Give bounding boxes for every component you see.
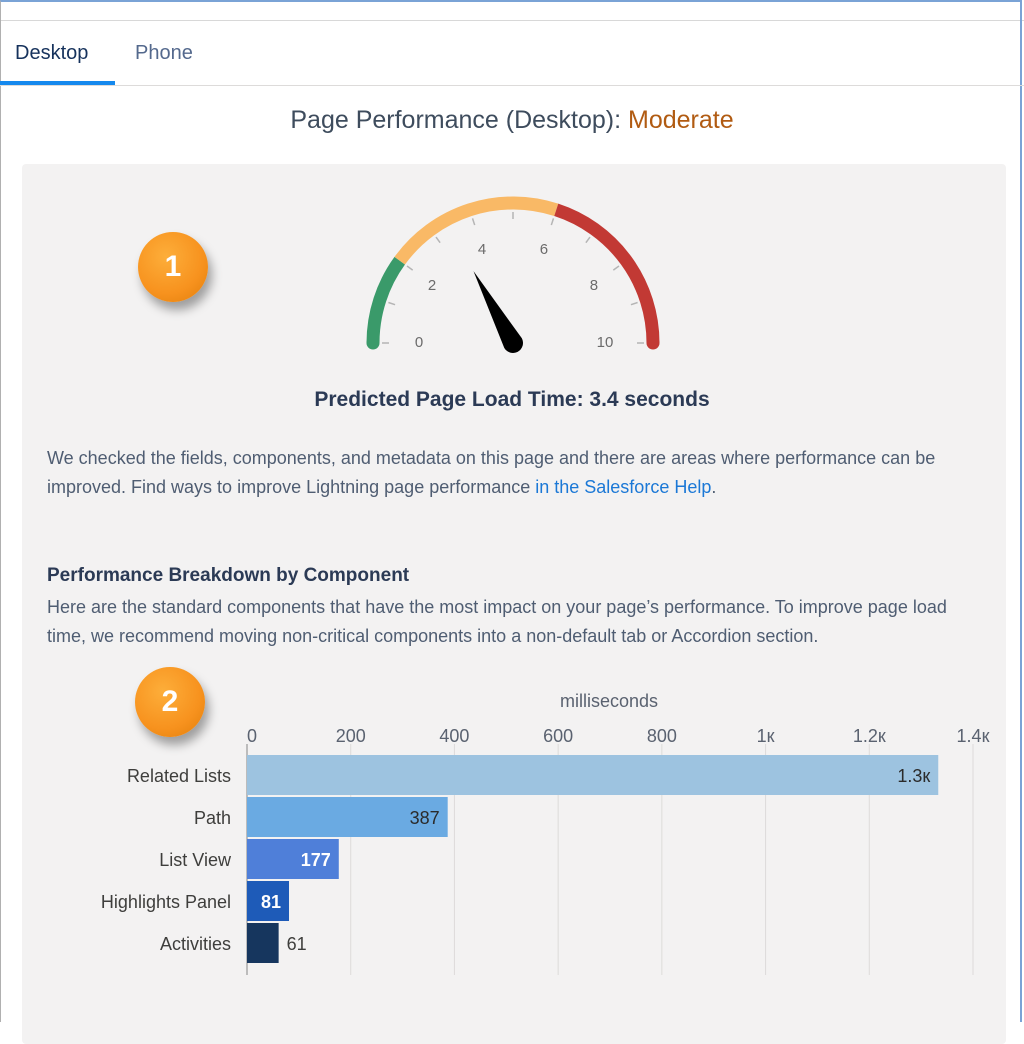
chart-data-labels: 1.3к 387 177 81 61 [261,766,930,954]
breakdown-heading: Performance Breakdown by Component [47,565,410,586]
chart-x-tick-label: 1.4к [957,726,990,746]
load-time-gauge: 0 2 4 6 8 10 [366,196,660,353]
chart-category-label: Activities [160,934,231,954]
gauge-tick [435,236,441,244]
panel-frame [0,0,1022,1022]
chart-x-tick-label: 0 [247,726,257,746]
callout-badge-2: 2 [135,667,205,737]
gauge-tick [388,301,396,306]
gauge-tick-label: 0 [415,334,423,351]
gauge-tick-label: 10 [597,334,614,351]
chart-data-label: 61 [287,934,307,954]
tab-desktop[interactable]: Desktop [15,42,89,64]
gauge-band-2 [554,203,660,344]
performance-panel [22,164,1006,1044]
chart-category-label: Highlights Panel [101,892,231,912]
intro-end: . [711,477,717,497]
gauge-band-1 [394,196,559,265]
chart-bars [247,755,939,963]
chart-x-ticks: 0 200 400 600 800 1к 1.2к 1.4к [247,726,990,746]
chart-category-labels: Related Lists Path List View Highlights Pan… [101,766,232,954]
gauge-needle [473,271,523,353]
gauge-start-cap [366,336,380,350]
chart-data-label: 177 [301,850,331,870]
component-breakdown-chart: milliseconds 0 200 400 600 800 1к 1.2к 1.4к Rel… [101,691,990,975]
chart-category-label: Path [194,808,231,828]
chart-category-label: Related Lists [127,766,231,786]
window-top-bar [0,0,1024,21]
tab-phone[interactable]: Phone [135,42,193,64]
gauge-tick [630,301,638,306]
chart-data-label: 387 [410,808,440,828]
chart-bar [247,755,939,795]
page-title: Page Performance (Desktop): Moderate [0,106,1024,135]
chart-bar [247,797,448,837]
gauge-tick-label: 8 [590,277,598,294]
chart-x-tick-label: 600 [543,726,573,746]
active-tab-indicator [0,81,115,85]
gauge-tick [585,236,591,244]
chart-x-tick-label: 1к [757,726,775,746]
gauge-labels: 0 2 4 6 8 10 [415,241,614,351]
gauge-tick-label: 2 [428,277,436,294]
gauge-tick-label: 6 [540,241,548,258]
gauge-bands [366,196,660,350]
salesforce-help-link[interactable]: in the Salesforce Help [535,477,712,497]
gauge-band-0 [366,256,406,344]
gauge-tick [471,218,476,226]
gauge-tick [550,218,555,226]
chart-data-label: 1.3к [897,766,930,786]
intro-text: We checked the fields, components, and m… [47,444,977,502]
performance-rating: Moderate [628,106,734,134]
chart-x-axis-label: milliseconds [560,691,658,711]
chart-data-label: 81 [261,892,281,912]
chart-x-tick-label: 200 [336,726,366,746]
title-prefix: Page Performance (Desktop): [290,106,622,134]
gauge-end-cap [646,336,660,350]
chart-category-label: List View [159,850,232,870]
device-tabs: Desktop Phone [0,20,1024,86]
gauge-tick [406,265,414,271]
callout-badge-1: 1 [138,232,208,302]
breakdown-text: Here are the standard components that ha… [47,597,947,646]
gauge-ticks [382,212,644,344]
chart-x-tick-label: 800 [647,726,677,746]
predicted-load-time: Predicted Page Load Time: 3.4 seconds [314,388,710,411]
intro-body: We checked the fields, components, and m… [47,448,936,497]
chart-bar [247,839,339,879]
chart-x-tick-label: 1.2к [853,726,886,746]
chart-bar [247,881,290,921]
gauge-tick-label: 4 [478,241,486,258]
gauge-tick [612,265,620,271]
chart-bar [247,923,279,963]
chart-x-tick-label: 400 [439,726,469,746]
